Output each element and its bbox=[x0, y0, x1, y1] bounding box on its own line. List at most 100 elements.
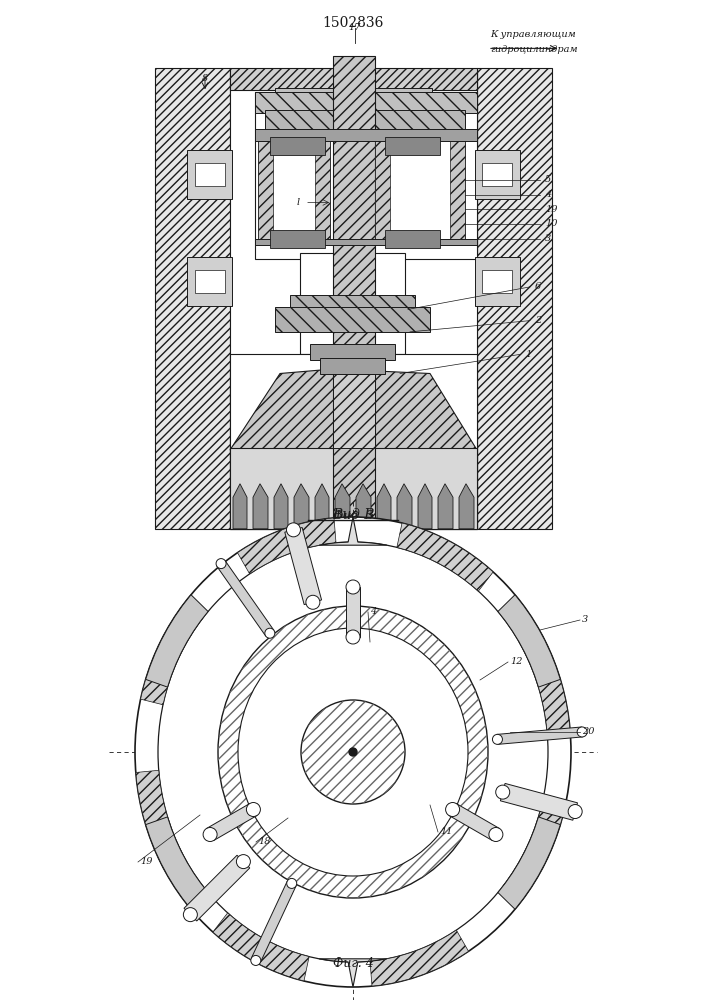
Text: 17: 17 bbox=[349, 22, 361, 31]
Text: 2: 2 bbox=[535, 316, 542, 325]
Polygon shape bbox=[385, 137, 440, 155]
Text: 1502836: 1502836 bbox=[322, 16, 384, 30]
Ellipse shape bbox=[135, 517, 571, 987]
Ellipse shape bbox=[238, 628, 468, 876]
Ellipse shape bbox=[218, 606, 488, 898]
Polygon shape bbox=[518, 627, 570, 734]
Polygon shape bbox=[477, 68, 552, 529]
Polygon shape bbox=[195, 163, 225, 186]
Polygon shape bbox=[475, 150, 520, 199]
Polygon shape bbox=[141, 601, 204, 705]
Polygon shape bbox=[375, 135, 390, 242]
Circle shape bbox=[346, 580, 360, 594]
Text: 1: 1 bbox=[525, 350, 531, 359]
Polygon shape bbox=[418, 484, 432, 529]
Polygon shape bbox=[285, 528, 322, 605]
Polygon shape bbox=[136, 770, 187, 877]
Polygon shape bbox=[385, 230, 440, 247]
Polygon shape bbox=[230, 68, 477, 90]
Text: 10: 10 bbox=[545, 219, 558, 228]
Polygon shape bbox=[265, 110, 465, 135]
Circle shape bbox=[306, 595, 320, 609]
Text: l: l bbox=[296, 198, 300, 207]
Polygon shape bbox=[275, 307, 430, 332]
Polygon shape bbox=[475, 256, 520, 306]
Polygon shape bbox=[233, 484, 247, 529]
Text: 19: 19 bbox=[140, 857, 153, 866]
Polygon shape bbox=[255, 238, 477, 245]
Polygon shape bbox=[450, 135, 465, 242]
Polygon shape bbox=[498, 817, 561, 909]
Polygon shape bbox=[255, 92, 477, 112]
Polygon shape bbox=[375, 135, 465, 242]
Circle shape bbox=[346, 630, 360, 644]
Polygon shape bbox=[270, 137, 325, 155]
Text: 6: 6 bbox=[535, 282, 542, 291]
Polygon shape bbox=[258, 135, 273, 242]
Polygon shape bbox=[187, 150, 232, 199]
Text: 20: 20 bbox=[582, 728, 595, 736]
Circle shape bbox=[496, 785, 510, 799]
Polygon shape bbox=[497, 727, 583, 744]
Circle shape bbox=[489, 828, 503, 842]
Polygon shape bbox=[315, 484, 329, 529]
Polygon shape bbox=[482, 270, 512, 292]
Polygon shape bbox=[230, 369, 477, 450]
Polygon shape bbox=[438, 484, 453, 529]
Polygon shape bbox=[370, 930, 469, 986]
Polygon shape bbox=[195, 270, 225, 292]
Polygon shape bbox=[275, 88, 432, 101]
Polygon shape bbox=[146, 817, 208, 909]
Polygon shape bbox=[320, 358, 385, 373]
Polygon shape bbox=[238, 518, 336, 574]
Ellipse shape bbox=[158, 542, 548, 962]
Text: 3: 3 bbox=[545, 234, 551, 243]
Polygon shape bbox=[333, 373, 375, 448]
Circle shape bbox=[287, 878, 297, 888]
Polygon shape bbox=[335, 484, 350, 529]
Polygon shape bbox=[253, 484, 268, 529]
Circle shape bbox=[493, 734, 503, 744]
Polygon shape bbox=[300, 253, 405, 354]
Polygon shape bbox=[356, 484, 371, 529]
Circle shape bbox=[265, 628, 275, 638]
Text: 4: 4 bbox=[545, 190, 551, 199]
Polygon shape bbox=[290, 295, 415, 309]
Text: Фиг. 3: Фиг. 3 bbox=[332, 510, 373, 523]
Polygon shape bbox=[459, 484, 474, 529]
Polygon shape bbox=[310, 344, 395, 360]
Polygon shape bbox=[501, 783, 578, 820]
Circle shape bbox=[286, 523, 300, 537]
Circle shape bbox=[236, 855, 250, 869]
Polygon shape bbox=[187, 256, 232, 306]
Polygon shape bbox=[258, 135, 330, 242]
Polygon shape bbox=[270, 230, 325, 247]
Polygon shape bbox=[333, 56, 375, 526]
Text: 12: 12 bbox=[510, 658, 522, 666]
Text: 11: 11 bbox=[440, 828, 452, 836]
Polygon shape bbox=[230, 73, 477, 529]
Text: К управляющим: К управляющим bbox=[490, 30, 575, 39]
Polygon shape bbox=[255, 129, 477, 141]
Polygon shape bbox=[377, 484, 391, 529]
Circle shape bbox=[301, 700, 405, 804]
Polygon shape bbox=[146, 595, 208, 687]
Polygon shape bbox=[230, 354, 477, 529]
Text: 19: 19 bbox=[545, 205, 558, 214]
Polygon shape bbox=[184, 855, 250, 921]
Text: 18: 18 bbox=[258, 838, 271, 846]
Polygon shape bbox=[255, 92, 477, 259]
Polygon shape bbox=[274, 484, 288, 529]
Text: Фиг. 4: Фиг. 4 bbox=[332, 957, 373, 970]
Circle shape bbox=[349, 748, 357, 756]
Circle shape bbox=[183, 908, 197, 922]
Text: 4: 4 bbox=[370, 607, 376, 616]
Polygon shape bbox=[346, 587, 360, 637]
Polygon shape bbox=[230, 448, 477, 529]
Circle shape bbox=[247, 802, 260, 816]
Polygon shape bbox=[155, 68, 230, 529]
Text: гидроцилиндрам: гидроцилиндрам bbox=[490, 45, 578, 54]
Polygon shape bbox=[397, 523, 493, 591]
Polygon shape bbox=[482, 163, 512, 186]
Circle shape bbox=[445, 802, 460, 816]
